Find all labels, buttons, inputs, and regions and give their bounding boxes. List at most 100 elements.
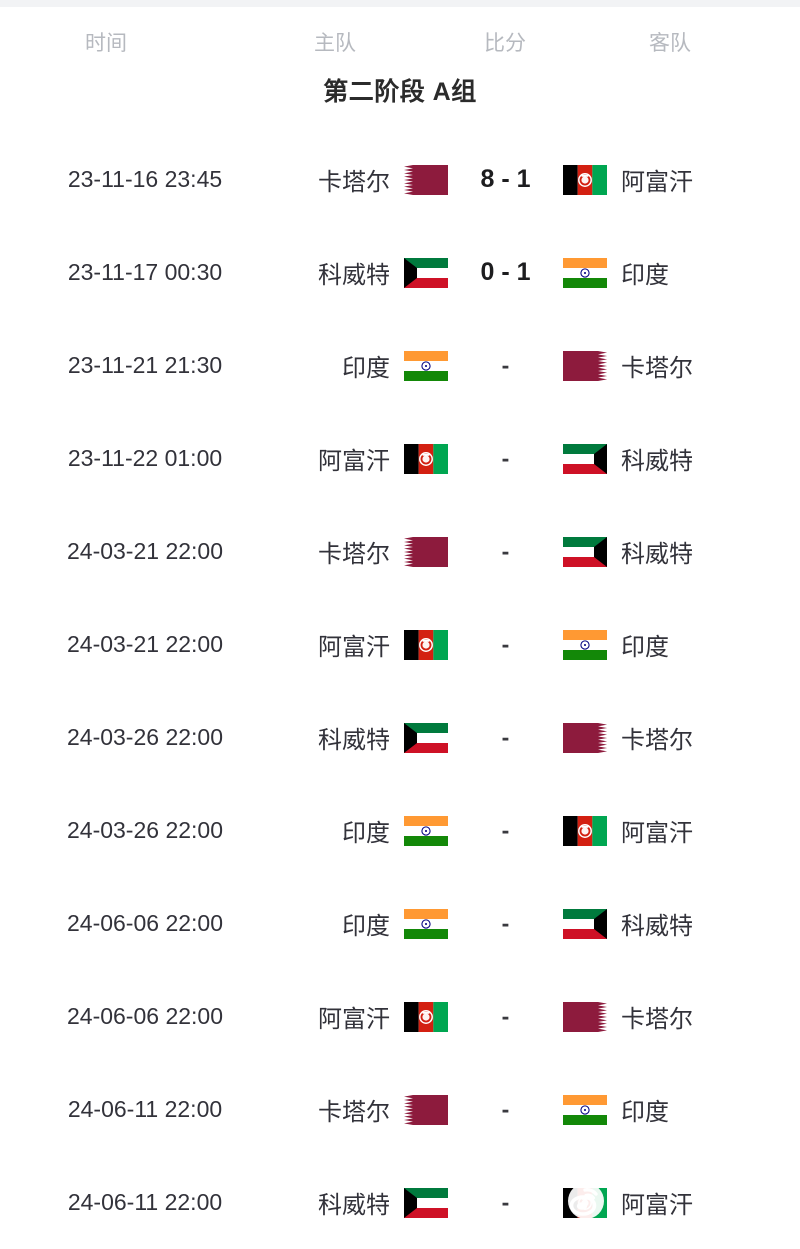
home-team-name: 印度	[342, 820, 390, 847]
qatar-flag-icon	[404, 164, 448, 195]
home-team-cell[interactable]: 科威特	[240, 226, 448, 319]
home-team-cell[interactable]: 印度	[240, 877, 448, 970]
column-header-score: 比分	[484, 32, 526, 55]
away-team-cell[interactable]: 印度	[563, 598, 800, 691]
afghanistan-flag-icon	[563, 164, 607, 195]
match-list: 23-11-16 23:45 卡塔尔 8 - 1 阿富汗 23-11-17 00:30 科…	[0, 133, 800, 1249]
india-flag-icon	[563, 1094, 607, 1125]
away-team-name: 阿富汗	[621, 1192, 693, 1219]
away-team-name: 科威特	[621, 913, 693, 940]
india-flag-icon	[404, 350, 448, 381]
match-score: -	[501, 1096, 510, 1122]
qatar-flag-icon	[404, 1094, 448, 1125]
home-team-cell[interactable]: 卡塔尔	[240, 133, 448, 226]
table-row[interactable]: 24-06-06 22:00 印度 - 科威特	[0, 877, 800, 970]
qatar-flag-icon	[563, 722, 607, 753]
home-team-name: 科威特	[318, 1192, 390, 1219]
away-team-cell[interactable]: 阿富汗	[563, 1156, 800, 1249]
kuwait-flag-icon	[404, 257, 448, 288]
home-team-name: 科威特	[318, 727, 390, 754]
match-score: -	[501, 724, 510, 750]
away-team-cell[interactable]: 科威特	[563, 877, 800, 970]
home-team-name: 阿富汗	[318, 448, 390, 475]
table-row[interactable]: 24-06-11 22:00 卡塔尔 - 印度	[0, 1063, 800, 1156]
match-time: 24-06-06 22:00	[66, 910, 223, 936]
match-time: 23-11-21 21:30	[67, 352, 223, 378]
kuwait-flag-icon	[563, 443, 607, 474]
home-team-name: 卡塔尔	[318, 1099, 390, 1126]
table-row[interactable]: 23-11-16 23:45 卡塔尔 8 - 1 阿富汗	[0, 133, 800, 226]
india-flag-icon	[404, 908, 448, 939]
column-header-row: 时间 主队 比分 客队	[0, 22, 800, 66]
table-row[interactable]: 24-03-26 22:00 科威特 - 卡塔尔	[0, 691, 800, 784]
match-score: -	[501, 352, 510, 378]
match-time: 23-11-22 01:00	[67, 445, 223, 471]
home-team-cell[interactable]: 科威特	[240, 691, 448, 784]
away-team-cell[interactable]: 卡塔尔	[563, 319, 800, 412]
qatar-flag-icon	[404, 536, 448, 567]
match-score: 8 - 1	[480, 165, 531, 193]
match-score: -	[501, 817, 510, 843]
away-team-name: 印度	[621, 262, 669, 289]
away-team-cell[interactable]: 阿富汗	[563, 784, 800, 877]
away-team-name: 印度	[621, 634, 669, 661]
table-row[interactable]: 24-03-26 22:00 印度 - 阿富汗	[0, 784, 800, 877]
match-time: 24-06-06 22:00	[66, 1003, 223, 1029]
away-team-name: 阿富汗	[621, 169, 693, 196]
kuwait-flag-icon	[404, 1187, 448, 1218]
table-row[interactable]: 24-03-21 22:00 卡塔尔 - 科威特	[0, 505, 800, 598]
match-score: -	[501, 1003, 510, 1029]
top-strip	[0, 0, 800, 7]
match-time: 24-06-11 22:00	[67, 1189, 223, 1215]
home-team-cell[interactable]: 阿富汗	[240, 970, 448, 1063]
match-time: 24-03-21 22:00	[66, 538, 223, 564]
match-time: 24-03-26 22:00	[66, 724, 223, 750]
home-team-name: 印度	[342, 913, 390, 940]
table-row[interactable]: 24-06-06 22:00 阿富汗 - 卡塔尔	[0, 970, 800, 1063]
group-title: 第二阶段 A组	[323, 78, 477, 106]
qatar-flag-icon	[563, 1001, 607, 1032]
home-team-cell[interactable]: 印度	[240, 784, 448, 877]
kuwait-flag-icon	[563, 908, 607, 939]
table-row[interactable]: 24-06-11 22:00 科威特 - 阿富汗	[0, 1156, 800, 1249]
afghanistan-flag-icon	[563, 1187, 607, 1218]
home-team-cell[interactable]: 印度	[240, 319, 448, 412]
home-team-cell[interactable]: 卡塔尔	[240, 505, 448, 598]
table-row[interactable]: 23-11-21 21:30 印度 - 卡塔尔	[0, 319, 800, 412]
match-score: -	[501, 538, 510, 564]
home-team-cell[interactable]: 阿富汗	[240, 598, 448, 691]
match-score: -	[501, 631, 510, 657]
afghanistan-flag-icon	[404, 1001, 448, 1032]
away-team-cell[interactable]: 科威特	[563, 412, 800, 505]
match-time: 24-03-26 22:00	[66, 817, 223, 843]
afghanistan-flag-icon	[404, 443, 448, 474]
away-team-cell[interactable]: 卡塔尔	[563, 970, 800, 1063]
match-score: -	[501, 445, 510, 471]
home-team-cell[interactable]: 阿富汗	[240, 412, 448, 505]
away-team-cell[interactable]: 科威特	[563, 505, 800, 598]
home-team-name: 卡塔尔	[318, 541, 390, 568]
away-team-cell[interactable]: 印度	[563, 226, 800, 319]
home-team-cell[interactable]: 科威特	[240, 1156, 448, 1249]
home-team-name: 科威特	[318, 262, 390, 289]
match-score: 0 - 1	[480, 258, 531, 286]
away-team-name: 科威特	[621, 541, 693, 568]
match-time: 23-11-16 23:45	[67, 166, 223, 192]
match-score: -	[501, 1189, 510, 1215]
home-team-cell[interactable]: 卡塔尔	[240, 1063, 448, 1156]
match-time: 24-06-11 22:00	[67, 1096, 223, 1122]
home-team-name: 卡塔尔	[318, 169, 390, 196]
table-row[interactable]: 23-11-17 00:30 科威特 0 - 1 印度	[0, 226, 800, 319]
table-row[interactable]: 23-11-22 01:00 阿富汗 - 科威特	[0, 412, 800, 505]
column-header-home: 主队	[314, 32, 356, 55]
afghanistan-flag-icon	[404, 629, 448, 660]
column-header-away: 客队	[649, 32, 691, 55]
india-flag-icon	[563, 629, 607, 660]
away-team-cell[interactable]: 印度	[563, 1063, 800, 1156]
away-team-cell[interactable]: 卡塔尔	[563, 691, 800, 784]
away-team-cell[interactable]: 阿富汗	[563, 133, 800, 226]
away-team-name: 卡塔尔	[621, 727, 693, 754]
away-team-name: 卡塔尔	[621, 355, 693, 382]
qatar-flag-icon	[563, 350, 607, 381]
table-row[interactable]: 24-03-21 22:00 阿富汗 - 印度	[0, 598, 800, 691]
